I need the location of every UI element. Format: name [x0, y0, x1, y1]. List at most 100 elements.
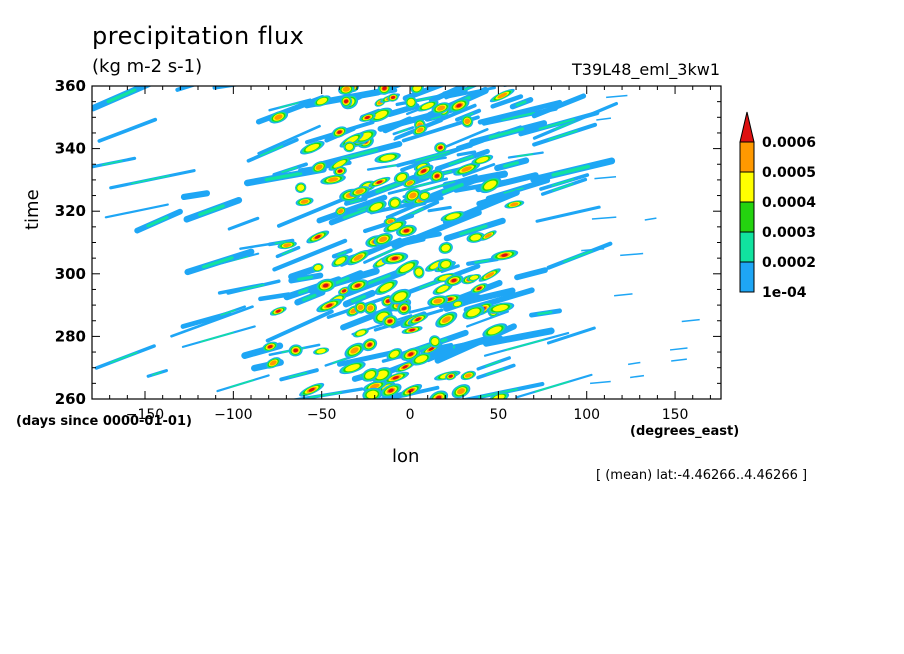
precip-streak: [539, 173, 590, 191]
precip-cell-level: [374, 233, 392, 245]
precip-cell: [451, 300, 464, 308]
precip-cell-level: [399, 263, 414, 273]
precip-cell-level: [394, 259, 419, 276]
precip-cell-level: [472, 301, 494, 316]
precip-streak-core: [389, 121, 404, 130]
precip-cell-level: [468, 274, 480, 281]
precip-cell-level: [337, 208, 345, 214]
precipitation-field: [92, 86, 700, 399]
precip-cell: [440, 211, 466, 222]
precip-cell: [338, 86, 355, 95]
precip-streak: [546, 241, 613, 270]
precip-cell-level: [455, 387, 467, 396]
precip-cell: [306, 230, 330, 244]
precip-cell-level: [437, 105, 446, 111]
precip-cell-level: [318, 299, 341, 312]
precip-cell: [394, 259, 419, 276]
precip-cell-level: [403, 228, 410, 233]
precip-cell-level: [361, 368, 379, 382]
precip-cell-level: [415, 165, 433, 177]
precip-cell: [346, 86, 359, 93]
precip-cell-level: [368, 236, 383, 246]
precip-cell-level: [344, 99, 349, 104]
precip-cell: [418, 191, 431, 201]
precip-streak: [434, 148, 490, 172]
precip-cell-level: [374, 110, 388, 119]
precip-cell-level: [298, 198, 312, 205]
precip-cell: [470, 283, 488, 294]
precip-cell-level: [335, 207, 346, 216]
precip-cell-level: [362, 338, 378, 352]
precip-cell-level: [420, 342, 443, 356]
precip-streak: [227, 216, 260, 231]
precip-cell-level: [312, 161, 326, 173]
precip-streak: [456, 125, 522, 149]
precip-cell-level: [353, 188, 366, 195]
precip-cell: [373, 309, 393, 325]
precip-streak-core: [229, 379, 255, 388]
precip-cell-level: [382, 314, 398, 328]
precip-cell: [433, 272, 458, 283]
precip-cell-level: [295, 197, 314, 207]
precip-cell-level: [401, 326, 423, 334]
precip-streak: [255, 95, 326, 125]
precip-cell-level: [376, 258, 388, 266]
precip-cell-level: [386, 348, 403, 361]
precip-streak-core: [274, 240, 287, 245]
precip-cell-level: [431, 297, 444, 305]
precip-streak: [267, 238, 295, 247]
precip-cell-level: [421, 102, 434, 110]
precip-cell-level: [336, 207, 345, 215]
precip-cell-level: [369, 237, 382, 245]
precip-streak-core: [416, 170, 453, 181]
precip-cell-level: [362, 139, 368, 144]
precip-streak: [376, 183, 396, 194]
precip-cell-level: [331, 158, 348, 169]
precip-cell-level: [459, 165, 474, 173]
precip-cell-level: [426, 346, 436, 352]
precip-cell-level: [349, 86, 356, 90]
precip-cell-level: [346, 305, 361, 317]
precip-streak: [381, 353, 408, 363]
precip-cell-level: [379, 382, 395, 393]
precip-cell-level: [263, 342, 278, 352]
precip-cell-level: [363, 369, 377, 380]
precip-cell-level: [391, 256, 399, 261]
precip-streak-core: [200, 331, 234, 343]
precip-cell-level: [376, 280, 397, 294]
precip-cell-level: [404, 179, 415, 187]
precip-cell-level: [296, 197, 313, 206]
precip-streak-core: [418, 166, 446, 179]
precip-cell-level: [431, 337, 439, 346]
precip-streak-core: [551, 178, 575, 187]
precip-cell-level: [385, 253, 405, 263]
precip-cell-level: [380, 154, 395, 161]
precip-cell-level: [267, 358, 279, 368]
precip-cell-level: [272, 307, 285, 315]
precip-cell: [352, 328, 369, 338]
precip-streak-core: [548, 129, 578, 141]
precip-cell-level: [350, 186, 369, 197]
precip-streak: [408, 295, 476, 314]
precip-streak: [441, 87, 468, 99]
precip-cell-level: [495, 91, 510, 100]
precip-streak: [490, 94, 524, 109]
precip-cell-level: [271, 112, 286, 122]
precip-cell-level: [429, 336, 441, 347]
precip-cell-level: [332, 127, 347, 138]
precip-cell-level: [414, 119, 426, 131]
precip-cell-level: [464, 276, 475, 283]
precip-streak: [276, 192, 358, 228]
precip-cell-level: [319, 281, 332, 290]
precip-cell-level: [375, 98, 385, 107]
precip-streak: [292, 387, 364, 399]
precip-cell-level: [431, 392, 446, 399]
precip-cell-level: [441, 260, 451, 268]
precip-streak-core: [357, 204, 371, 211]
precip-streak-core: [281, 249, 294, 256]
precip-cell-level: [440, 264, 450, 270]
precip-cell-level: [437, 262, 453, 271]
precip-cell-level: [471, 154, 494, 165]
precip-cell-level: [385, 218, 396, 225]
precip-cell-level: [335, 168, 345, 175]
